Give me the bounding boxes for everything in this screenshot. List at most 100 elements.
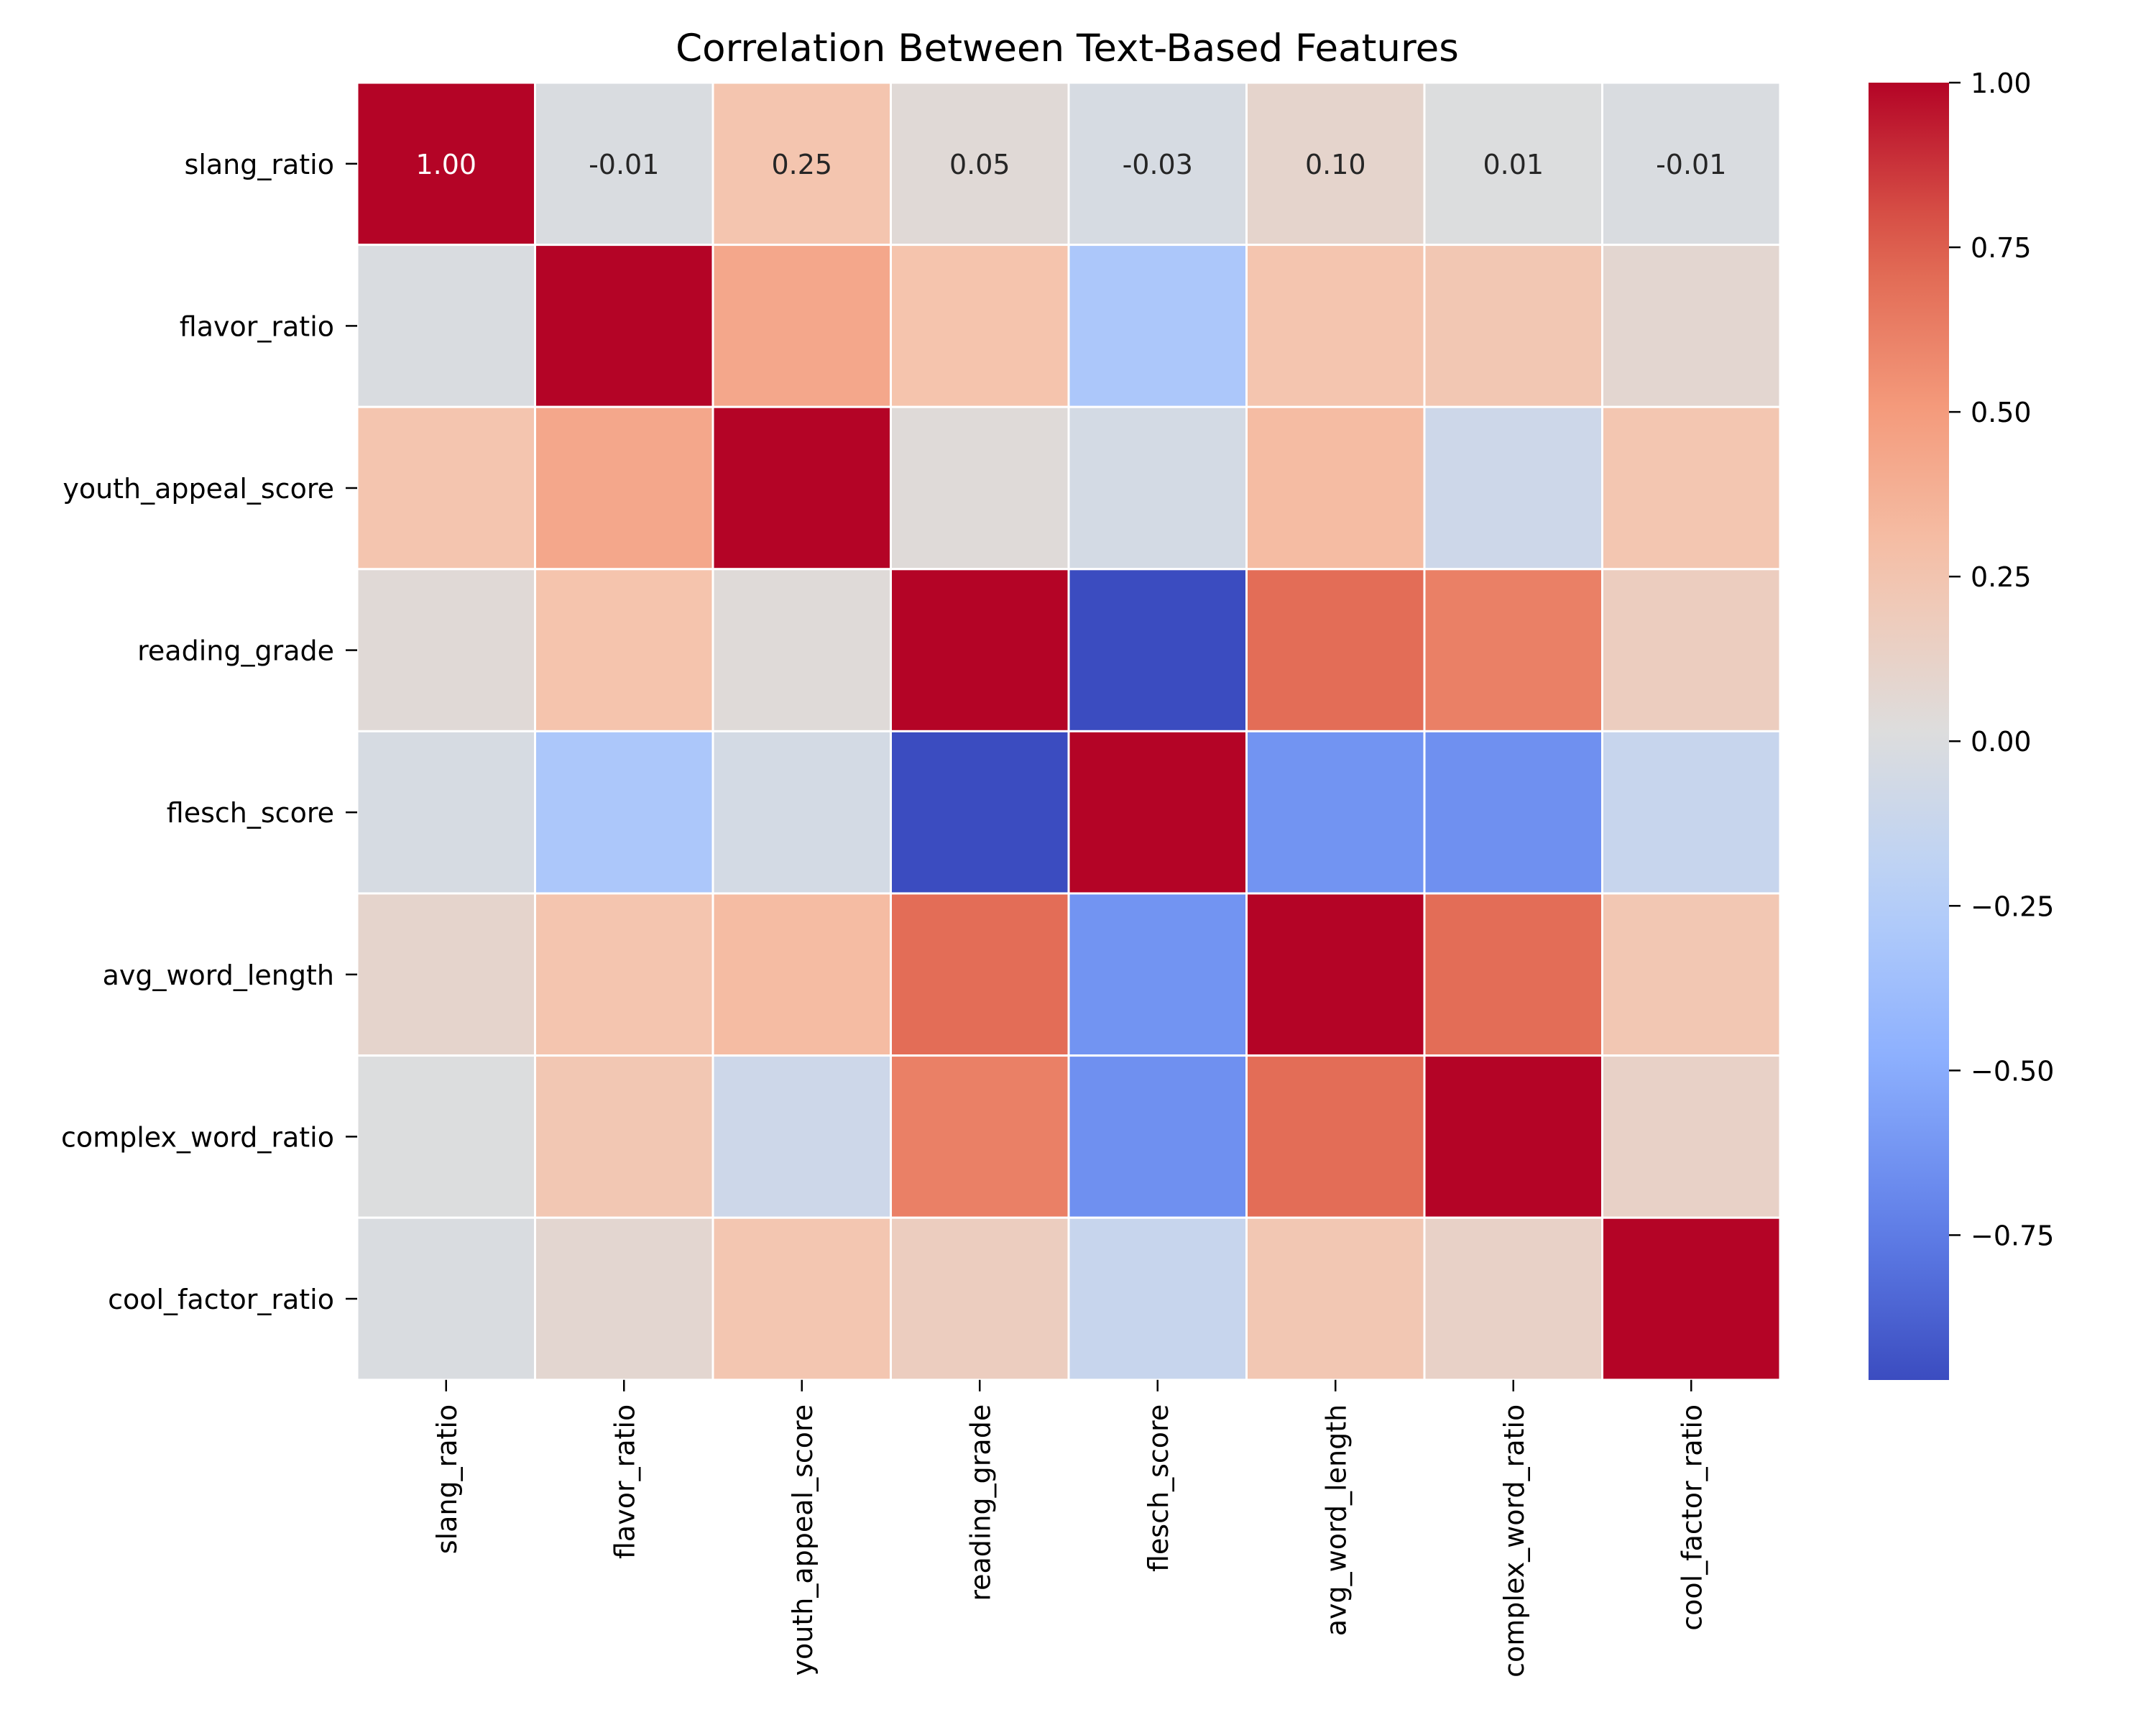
column-label: cool_factor_ratio (1676, 1404, 1708, 1631)
cell-annotation: -0.03 (1123, 149, 1193, 180)
colorbar-tick-label: −0.50 (1971, 1055, 2054, 1087)
heatmap-cell (890, 405, 1070, 571)
colorbar-tick-label: 0.00 (1971, 726, 2032, 758)
heatmap-cell (890, 568, 1070, 732)
heatmap-cell (1067, 892, 1248, 1057)
colorbar-tick-label: 1.00 (1971, 68, 2032, 99)
column-label: flesch_score (1143, 1404, 1174, 1572)
heatmap-cell (1601, 81, 1782, 247)
column-label: complex_word_ratio (1498, 1404, 1530, 1678)
heatmap-cell (1067, 1216, 1248, 1381)
heatmap-cell (534, 892, 714, 1057)
heatmap-cell (711, 568, 892, 732)
heatmap-cell (534, 405, 714, 571)
heatmap-cell (890, 892, 1070, 1057)
row-label: reading_grade (137, 635, 334, 667)
heatmap-cell (711, 730, 892, 895)
column-label: avg_word_length (1320, 1404, 1352, 1636)
heatmap-cell (534, 244, 714, 408)
colorbar-tick-label: −0.75 (1971, 1220, 2054, 1251)
cell-annotation: -0.01 (1656, 149, 1726, 180)
heatmap-cell (1067, 730, 1248, 895)
heatmap-cell (1245, 1054, 1426, 1219)
heatmap-cell (1601, 892, 1782, 1057)
heatmap-cell (534, 730, 714, 895)
heatmap-cell (890, 730, 1070, 895)
heatmap-cell (1423, 730, 1603, 895)
row-label: flesch_score (167, 797, 334, 829)
column-label: flavor_ratio (609, 1404, 640, 1559)
heatmap-cell (356, 1216, 536, 1381)
column-label: slang_ratio (431, 1404, 463, 1554)
heatmap-cell (1245, 81, 1426, 247)
heatmap-cell (1245, 892, 1426, 1057)
heatmap-cell (711, 81, 892, 247)
heatmap-cell (1601, 405, 1782, 571)
row-label: flavor_ratio (180, 310, 334, 342)
cell-annotation: 0.01 (1483, 149, 1544, 180)
row-labels: slang_ratio flavor_ratio youth_appeal_scor… (61, 149, 357, 1315)
heatmap-cell (1245, 405, 1426, 571)
heatmap-cell (1245, 568, 1426, 732)
column-labels: slang_ratio flavor_ratio youth_appeal_scor… (431, 1379, 1708, 1678)
heatmap-cell (1601, 244, 1782, 408)
heatmap-cell (356, 1054, 536, 1219)
heatmap-cell (356, 730, 536, 895)
heatmap-cell (1601, 1054, 1782, 1219)
heatmap-cell (890, 1216, 1070, 1381)
colorbar-tick-label: 0.25 (1971, 561, 2032, 593)
heatmap-cell (534, 81, 714, 247)
heatmap-cell (1423, 1216, 1603, 1381)
heatmap-cell (534, 568, 714, 732)
heatmap-cell (1601, 1216, 1782, 1381)
cell-annotations: 1.00 -0.01 0.25 0.05 -0.03 0.10 0.01 -0.01 (415, 149, 1726, 180)
heatmap-cell (1423, 244, 1603, 408)
cell-annotation: 0.25 (771, 149, 832, 180)
cell-annotation: 1.00 (415, 149, 476, 180)
cell-annotation: 0.10 (1305, 149, 1366, 180)
row-label: cool_factor_ratio (108, 1284, 334, 1315)
column-label: youth_appeal_score (787, 1404, 819, 1676)
chart-title: Correlation Between Text-Based Features (676, 27, 1459, 70)
heatmap-cell (1067, 244, 1248, 408)
heatmap-cell (1423, 892, 1603, 1057)
heatmap-cell (1601, 730, 1782, 895)
colorbar-tick-label: 0.75 (1971, 232, 2032, 264)
heatmap-cell (356, 244, 536, 408)
row-label: avg_word_length (103, 960, 334, 991)
heatmap-cell (356, 405, 536, 571)
heatmap-cell (1601, 568, 1782, 732)
heatmap-cell (711, 244, 892, 408)
heatmap-cell (534, 1216, 714, 1381)
heatmap-cell (1245, 244, 1426, 408)
heatmap-cell (711, 1216, 892, 1381)
heatmap-cell (356, 81, 536, 247)
heatmap-cells (356, 81, 1782, 1381)
row-label: complex_word_ratio (61, 1121, 334, 1153)
heatmap-cell (890, 244, 1070, 408)
row-label: slang_ratio (185, 149, 334, 180)
cell-annotation: -0.01 (589, 149, 659, 180)
heatmap-cell (1423, 568, 1603, 732)
heatmap-cell (711, 892, 892, 1057)
heatmap-cell (356, 892, 536, 1057)
row-label: youth_appeal_score (63, 473, 334, 505)
heatmap-cell (1067, 568, 1248, 732)
heatmap-cell (1067, 405, 1248, 571)
colorbar-tick-label: −0.25 (1971, 891, 2054, 922)
heatmap-cell (1245, 730, 1426, 895)
heatmap-cell (890, 81, 1070, 247)
heatmap-cell (1423, 1054, 1603, 1219)
heatmap-cell (890, 1054, 1070, 1219)
heatmap-cell (1067, 1054, 1248, 1219)
heatmap-cell (711, 1054, 892, 1219)
heatmap-cell (1423, 405, 1603, 571)
heatmap-cell (1067, 81, 1248, 247)
colorbar: 1.00 0.75 0.50 0.25 0.00 −0.25 −0.50 −0.75 (1869, 68, 2054, 1380)
heatmap-cell (1245, 1216, 1426, 1381)
colorbar-tick-label: 0.50 (1971, 397, 2032, 428)
column-label: reading_grade (964, 1404, 996, 1601)
cell-annotation: 0.05 (949, 149, 1010, 180)
heatmap-cell (534, 1054, 714, 1219)
